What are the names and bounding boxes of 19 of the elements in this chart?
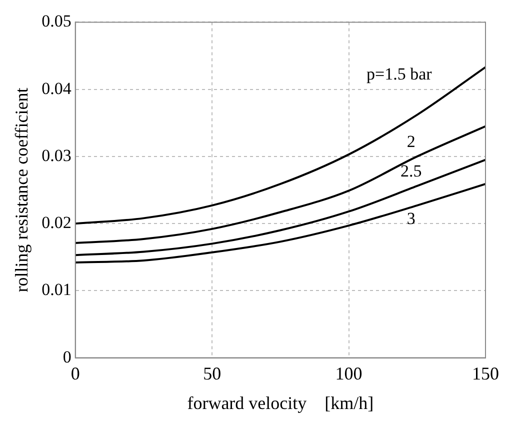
y-tick-label: 0.04 [42, 78, 72, 98]
series-label: p=1.5 bar [366, 64, 432, 84]
y-axis-title: rolling resistance coefficient [12, 88, 32, 292]
y-tick-label: 0.01 [42, 280, 72, 300]
x-axis-title: forward velocity [km/h] [187, 392, 374, 413]
series-label: 2 [406, 132, 416, 151]
series-label: 3 [406, 208, 416, 228]
x-tick-label: 50 [203, 363, 222, 384]
line-series [75, 125, 486, 244]
line-series [75, 66, 486, 225]
x-tick-label: 150 [472, 363, 499, 384]
series-label: 2.5 [400, 161, 422, 180]
x-tick-label: 100 [335, 363, 362, 384]
y-tick-label: 0 [62, 347, 72, 366]
line-series [75, 158, 486, 256]
line-series [75, 182, 486, 264]
y-tick-label: 0.03 [42, 146, 72, 165]
y-tick-label: 0.02 [42, 213, 72, 232]
y-tick-label: 0.05 [42, 12, 72, 31]
